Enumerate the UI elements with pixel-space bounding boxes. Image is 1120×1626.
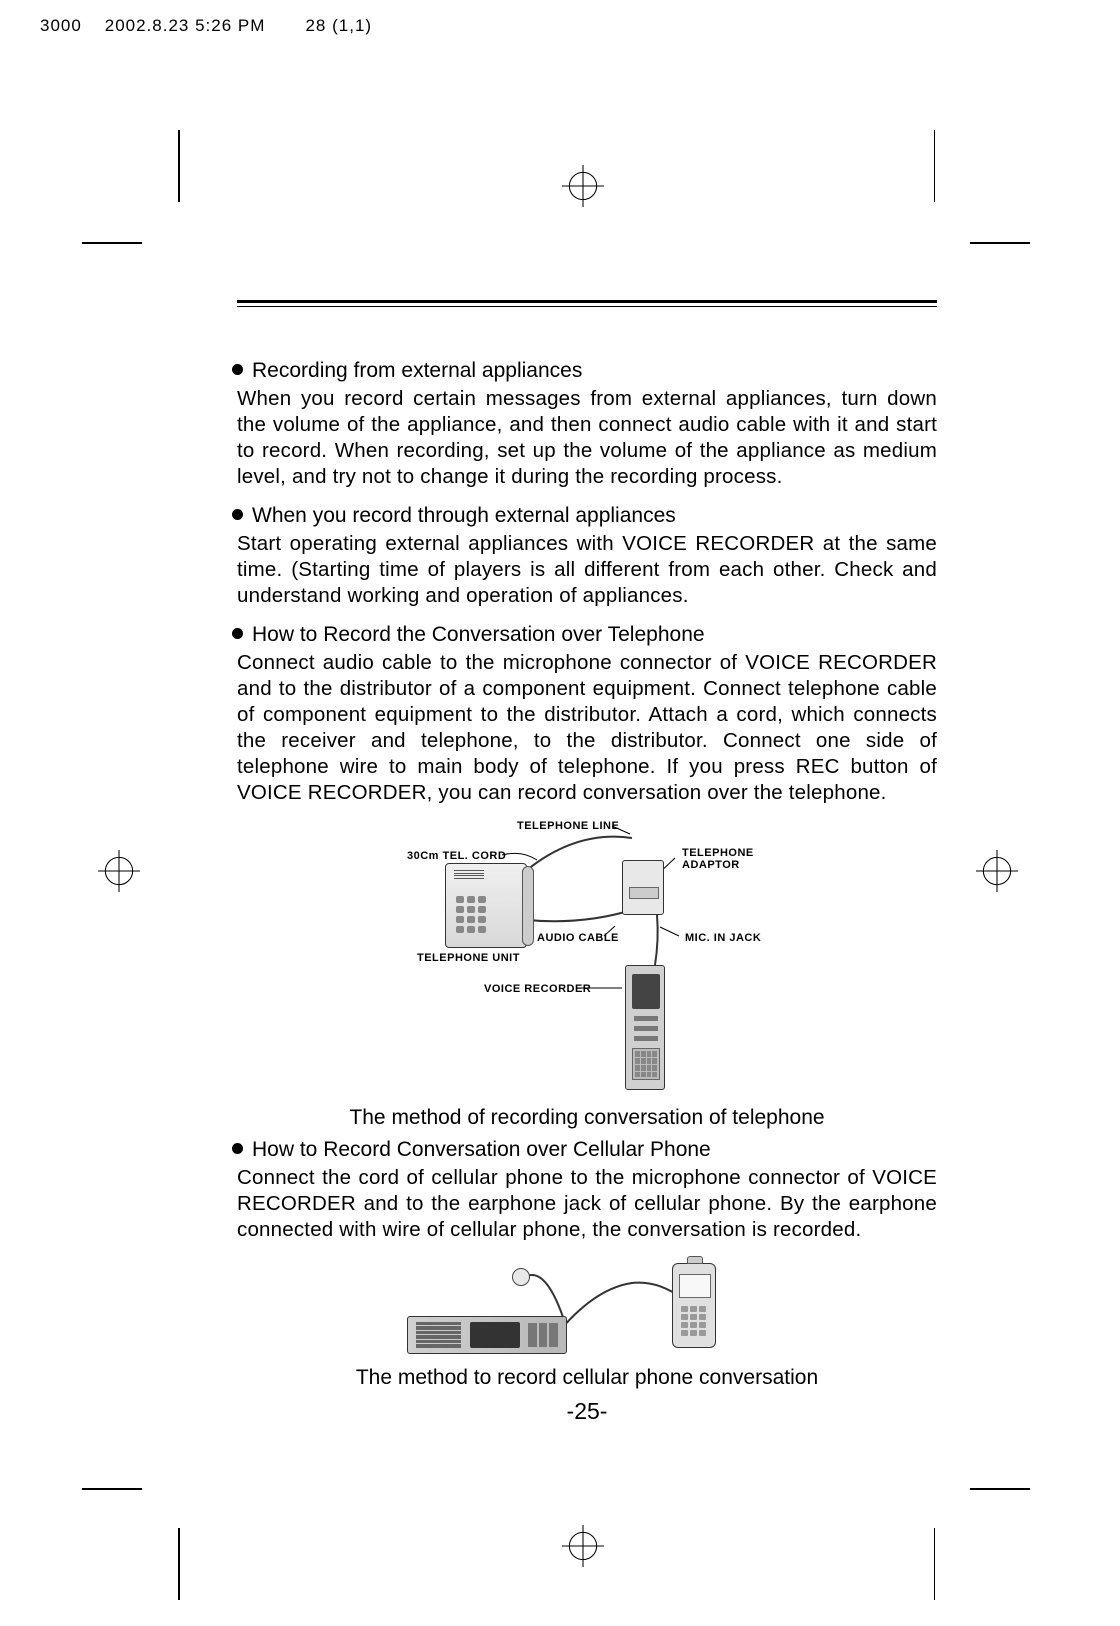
crop-mark bbox=[934, 1528, 936, 1600]
crop-mark bbox=[934, 130, 936, 202]
telephone-diagram: TELEPHONE LINE 30Cm TEL. CORD TELEPHONE … bbox=[407, 820, 767, 1098]
page-content: Recording from external appliances When … bbox=[237, 300, 937, 1425]
crop-mark bbox=[970, 1488, 1030, 1490]
section-recording-external: Recording from external appliances When … bbox=[237, 359, 937, 490]
registration-mark-icon bbox=[562, 1525, 604, 1567]
diagram1-caption: The method of recording conversation of … bbox=[237, 1106, 937, 1130]
section-heading: How to Record Conversation over Cellular… bbox=[232, 1138, 937, 1162]
bullet-icon bbox=[232, 1143, 243, 1154]
registration-mark-icon bbox=[98, 850, 140, 892]
heading-text: How to Record Conversation over Cellular… bbox=[252, 1138, 711, 1161]
horizontal-recorder-icon bbox=[407, 1316, 567, 1354]
registration-mark-icon bbox=[976, 850, 1018, 892]
section-body: Start operating external appliances with… bbox=[237, 531, 937, 609]
header-pageinfo: 28 (1,1) bbox=[305, 16, 372, 35]
cellphone-icon bbox=[672, 1263, 716, 1348]
bullet-icon bbox=[232, 509, 243, 520]
header-filename: 3000 bbox=[40, 16, 82, 35]
section-body: When you record certain messages from ex… bbox=[237, 386, 937, 490]
crop-mark bbox=[970, 242, 1030, 244]
adaptor-icon bbox=[622, 860, 664, 915]
section-heading: How to Record the Conversation over Tele… bbox=[232, 623, 937, 647]
section-body: Connect audio cable to the microphone co… bbox=[237, 650, 937, 806]
section-telephone-record: How to Record the Conversation over Tele… bbox=[237, 623, 937, 806]
registration-mark-icon bbox=[562, 165, 604, 207]
heading-text: Recording from external appliances bbox=[252, 359, 582, 382]
page-number: -25- bbox=[237, 1398, 937, 1425]
crop-mark bbox=[178, 1528, 180, 1600]
bullet-icon bbox=[232, 364, 243, 375]
voice-recorder-icon bbox=[625, 965, 665, 1090]
crop-mark bbox=[82, 1488, 142, 1490]
crop-mark bbox=[178, 130, 180, 202]
cellular-diagram bbox=[397, 1258, 777, 1358]
section-record-through-external: When you record through external applian… bbox=[237, 504, 937, 609]
header-datetime: 2002.8.23 5:26 PM bbox=[105, 16, 266, 35]
section-cellular-record: How to Record Conversation over Cellular… bbox=[237, 1138, 937, 1243]
earbud-icon bbox=[512, 1268, 530, 1286]
print-header: 3000 2002.8.23 5:26 PM 28 (1,1) bbox=[40, 16, 372, 36]
diagram2-caption: The method to record cellular phone conv… bbox=[237, 1366, 937, 1390]
crop-mark bbox=[82, 242, 142, 244]
diagram-lines bbox=[407, 820, 767, 1098]
section-heading: Recording from external appliances bbox=[232, 359, 937, 383]
heading-text: When you record through external applian… bbox=[252, 504, 676, 527]
top-rule bbox=[237, 300, 937, 307]
section-heading: When you record through external applian… bbox=[232, 504, 937, 528]
section-body: Connect the cord of cellular phone to th… bbox=[237, 1165, 937, 1243]
heading-text: How to Record the Conversation over Tele… bbox=[252, 623, 705, 646]
bullet-icon bbox=[232, 628, 243, 639]
telephone-unit-icon bbox=[445, 863, 527, 948]
